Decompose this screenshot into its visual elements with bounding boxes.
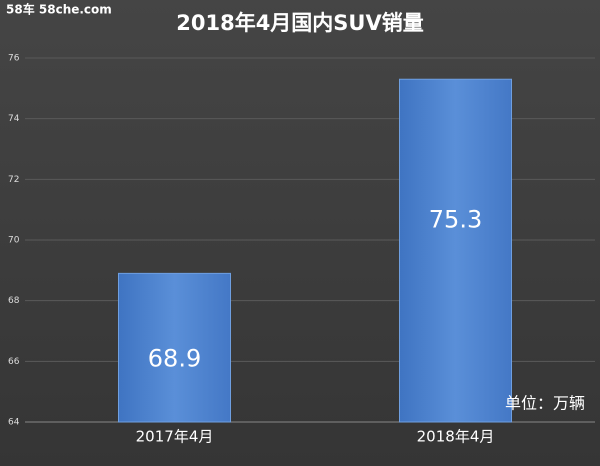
y-tick-label: 68	[8, 296, 20, 306]
data-label: 75.3	[429, 206, 482, 234]
x-tick-label: 2017年4月	[136, 428, 214, 446]
y-tick-label: 64	[8, 418, 20, 428]
bar	[118, 272, 231, 423]
y-tick-label: 76	[8, 54, 20, 64]
x-tick-label: 2018年4月	[417, 428, 495, 446]
data-label: 68.9	[148, 345, 201, 373]
y-tick-label: 70	[8, 236, 20, 246]
y-tick-label: 72	[8, 175, 19, 185]
y-tick-label: 74	[8, 114, 20, 124]
chart-title: 2018年4月国内SUV销量	[176, 11, 424, 35]
watermark: 58车 58che.com	[6, 2, 112, 17]
unit-label: 单位：万辆	[505, 394, 585, 413]
bar	[399, 78, 512, 423]
y-tick-label: 66	[8, 357, 20, 367]
